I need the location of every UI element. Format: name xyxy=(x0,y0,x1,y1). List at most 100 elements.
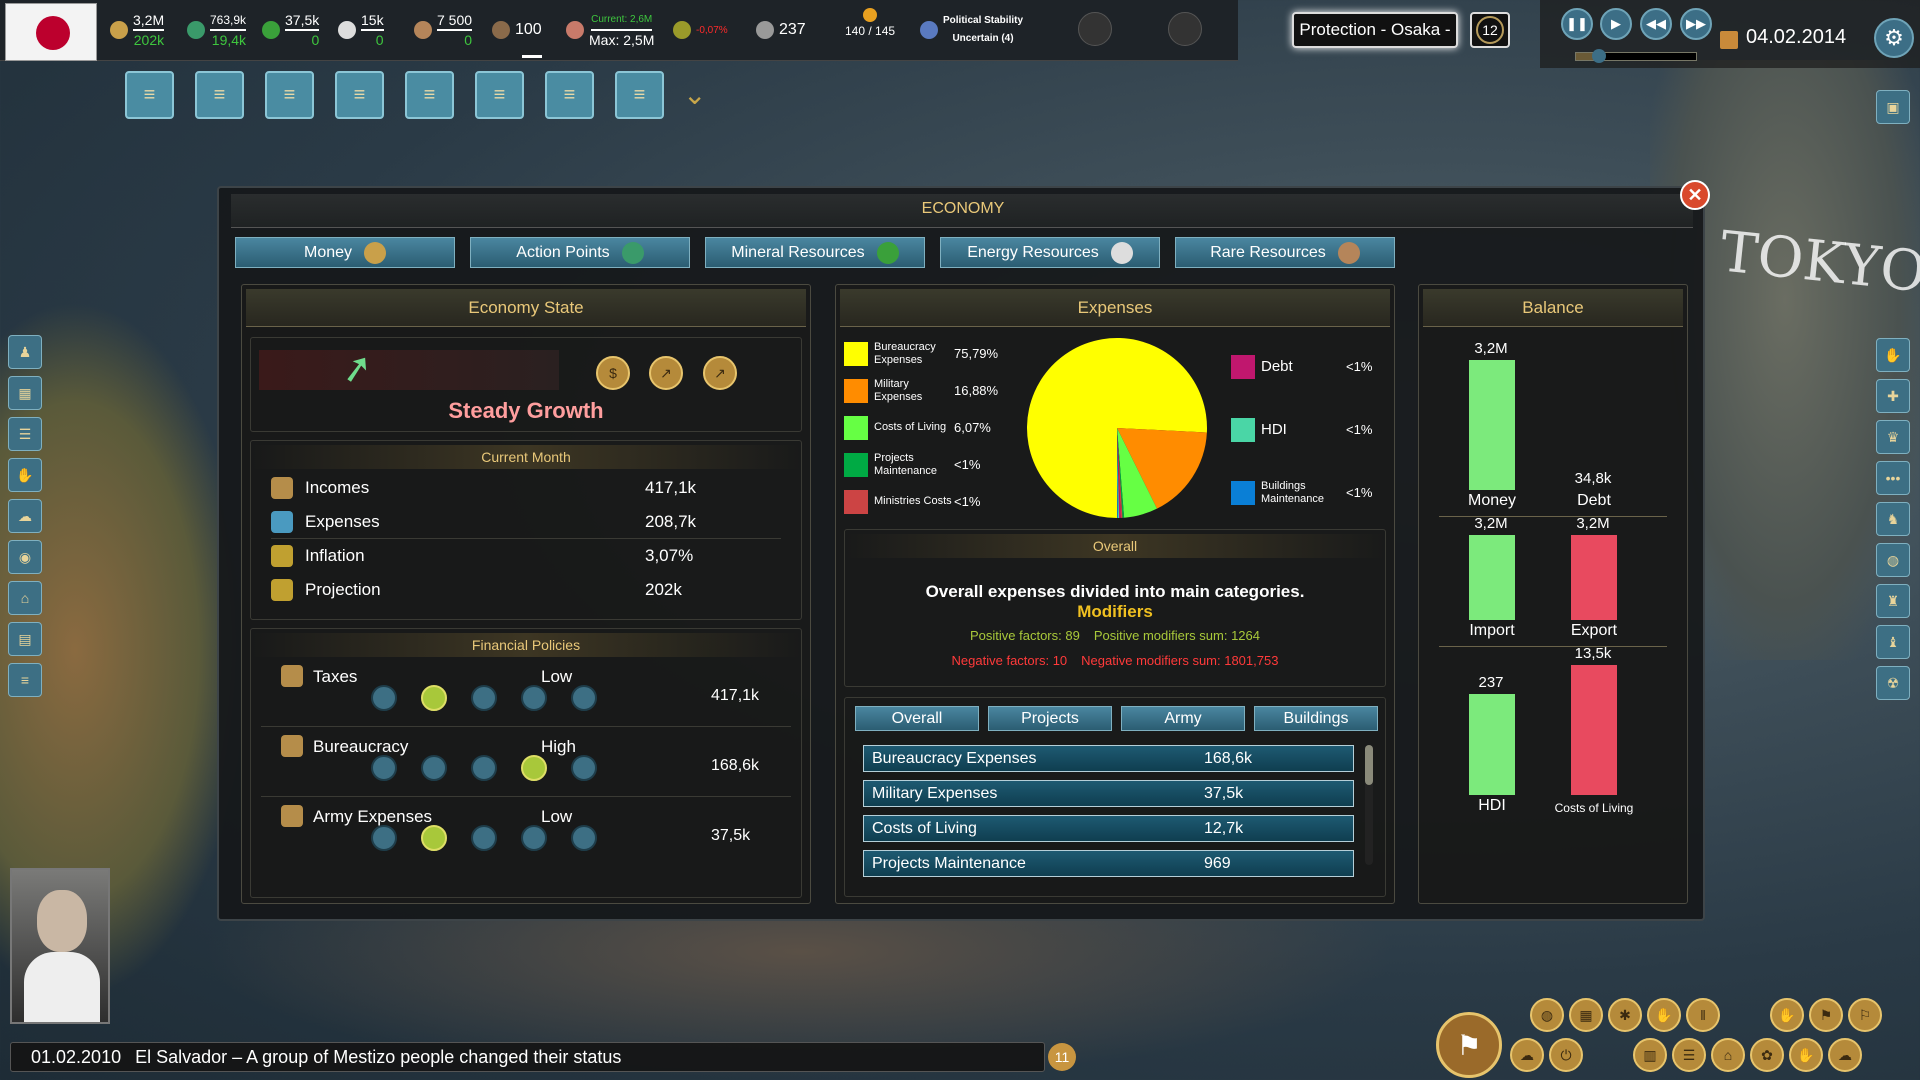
tab-rare-resources[interactable]: Rare Resources xyxy=(1175,237,1395,268)
cloud-icon[interactable]: ☁ xyxy=(1828,1038,1862,1072)
tab-action-points[interactable]: Action Points xyxy=(470,237,690,268)
parliament-seats[interactable]: 140 / 145 xyxy=(845,8,895,52)
subtab-overall[interactable]: Overall xyxy=(855,706,979,731)
lightbulb-icon[interactable] xyxy=(1078,12,1112,46)
policy-level-dot[interactable] xyxy=(471,825,497,851)
flag-icon[interactable]: ⚑ xyxy=(1809,998,1843,1032)
cloud-icon[interactable]: ☁ xyxy=(1510,1038,1544,1072)
sidebar-button[interactable]: ▤ xyxy=(8,622,42,656)
policy-level-dot[interactable] xyxy=(371,825,397,851)
army-resource[interactable]: 100 xyxy=(492,8,542,52)
sidebar-button[interactable]: ≡ xyxy=(8,663,42,697)
scroll-button[interactable]: ≡ xyxy=(545,71,594,119)
country-flag[interactable] xyxy=(5,3,97,61)
policy-level-dot[interactable] xyxy=(571,825,597,851)
expense-row[interactable]: Military Expenses 37,5k xyxy=(863,780,1354,807)
bars-icon[interactable]: ▥ xyxy=(1633,1038,1667,1072)
sidebar-button[interactable]: ☢ xyxy=(1876,666,1910,700)
mission-label[interactable]: Protection - Osaka - xyxy=(1292,12,1458,48)
speed-slider[interactable] xyxy=(1575,49,1697,63)
hand-icon[interactable]: ✋ xyxy=(1770,998,1804,1032)
rewind-button[interactable]: ◀◀ xyxy=(1640,8,1672,40)
action-points-resource[interactable]: 763,9k 19,4k xyxy=(187,8,247,52)
hand-icon[interactable]: ✋ xyxy=(1647,998,1681,1032)
scrollbar[interactable] xyxy=(1365,745,1373,865)
policy-level-dot[interactable] xyxy=(571,685,597,711)
scroll-button[interactable]: ≡ xyxy=(195,71,244,119)
policy-level-dot[interactable] xyxy=(421,755,447,781)
globe-icon[interactable]: ◍ xyxy=(1530,998,1564,1032)
leader-portrait[interactable] xyxy=(10,868,110,1024)
political-stability[interactable]: Political Stability Uncertain (4) xyxy=(920,8,1023,52)
population-resource[interactable]: Current: 2,6M Max: 2,5M xyxy=(566,8,654,52)
subtab-buildings[interactable]: Buildings xyxy=(1254,706,1378,731)
list-icon[interactable]: ☰ xyxy=(1672,1038,1706,1072)
subtab-projects[interactable]: Projects xyxy=(988,706,1112,731)
policy-level-dot[interactable] xyxy=(521,685,547,711)
scroll-button[interactable]: ≡ xyxy=(335,71,384,119)
scroll-button[interactable]: ≡ xyxy=(265,71,314,119)
building-icon[interactable]: ⌂ xyxy=(1711,1038,1745,1072)
speed-slider-knob[interactable] xyxy=(1592,49,1606,63)
scrollbar-thumb[interactable] xyxy=(1365,745,1373,785)
sidebar-button[interactable]: ♞ xyxy=(1876,502,1910,536)
scroll-button[interactable]: ≡ xyxy=(405,71,454,119)
news-count-badge[interactable]: 11 xyxy=(1048,1043,1076,1071)
policy-level-dot[interactable] xyxy=(371,685,397,711)
status-icon[interactable]: ↗ xyxy=(649,356,683,390)
money-resource[interactable]: 3,2M 202k xyxy=(110,8,165,52)
sidebar-button[interactable]: ♟ xyxy=(8,335,42,369)
sidebar-button[interactable]: ⌂ xyxy=(8,581,42,615)
fast-forward-button[interactable]: ▶▶ xyxy=(1680,8,1712,40)
power-icon[interactable]: ⏻ xyxy=(1549,1038,1583,1072)
pillars-icon[interactable]: ‖ xyxy=(1686,998,1720,1032)
close-button[interactable]: ✕ xyxy=(1680,180,1710,210)
sidebar-button[interactable]: ♝ xyxy=(1876,625,1910,659)
sidebar-button[interactable]: ☰ xyxy=(8,417,42,451)
expense-row[interactable]: Costs of Living 12,7k xyxy=(863,815,1354,842)
pause-button[interactable]: ❚❚ xyxy=(1561,8,1593,40)
flag-outline-icon[interactable]: ⚐ xyxy=(1848,998,1882,1032)
sidebar-button[interactable]: ✋ xyxy=(1876,338,1910,372)
scroll-button[interactable]: ≡ xyxy=(475,71,524,119)
sidebar-button[interactable]: ♛ xyxy=(1876,420,1910,454)
sidebar-button[interactable]: ♜ xyxy=(1876,584,1910,618)
policy-level-dot[interactable] xyxy=(471,685,497,711)
expense-row[interactable]: Projects Maintenance 969 xyxy=(863,850,1354,877)
policy-level-dot[interactable] xyxy=(421,825,447,851)
sidebar-button[interactable]: ••• xyxy=(1876,461,1910,495)
right-top-button[interactable]: ▣ xyxy=(1876,90,1910,124)
sidebar-button[interactable]: ☁ xyxy=(8,499,42,533)
scroll-button[interactable]: ≡ xyxy=(125,71,174,119)
subtab-army[interactable]: Army xyxy=(1121,706,1245,731)
grid-icon[interactable]: ▦ xyxy=(1569,998,1603,1032)
sidebar-button[interactable]: ✚ xyxy=(1876,379,1910,413)
status-icon[interactable]: $ xyxy=(596,356,630,390)
energy-resource[interactable]: 15k 0 xyxy=(338,8,384,52)
rare-resource[interactable]: 7 500 0 xyxy=(414,8,473,52)
policy-level-dot[interactable] xyxy=(571,755,597,781)
expense-row[interactable]: Bureaucracy Expenses 168,6k xyxy=(863,745,1354,772)
flower-icon[interactable]: ✿ xyxy=(1750,1038,1784,1072)
flag-menu-icon[interactable]: ⚑ xyxy=(1436,1012,1502,1078)
settings-gear-icon[interactable]: ⚙ xyxy=(1874,18,1914,58)
tab-mineral-resources[interactable]: Mineral Resources xyxy=(705,237,925,268)
status-icon[interactable]: ↗ xyxy=(703,356,737,390)
play-button[interactable]: ▶ xyxy=(1600,8,1632,40)
hand-icon[interactable]: ✋ xyxy=(1789,1038,1823,1072)
sidebar-button[interactable]: ▣ xyxy=(1876,90,1910,124)
policy-level-dot[interactable] xyxy=(371,755,397,781)
hdi-resource[interactable]: 237 xyxy=(756,8,806,52)
tab-money[interactable]: Money xyxy=(235,237,455,268)
star-icon[interactable]: ✱ xyxy=(1608,998,1642,1032)
policy-level-dot[interactable] xyxy=(521,755,547,781)
sidebar-button[interactable]: ▦ xyxy=(8,376,42,410)
policy-level-dot[interactable] xyxy=(421,685,447,711)
sidebar-button[interactable]: ◉ xyxy=(8,540,42,574)
tab-energy-resources[interactable]: Energy Resources xyxy=(940,237,1160,268)
mineral-resource[interactable]: 37,5k 0 xyxy=(262,8,320,52)
policy-level-dot[interactable] xyxy=(471,755,497,781)
policy-level-dot[interactable] xyxy=(521,825,547,851)
sidebar-button[interactable]: ✋ xyxy=(8,458,42,492)
scroll-button[interactable]: ≡ xyxy=(615,71,664,119)
